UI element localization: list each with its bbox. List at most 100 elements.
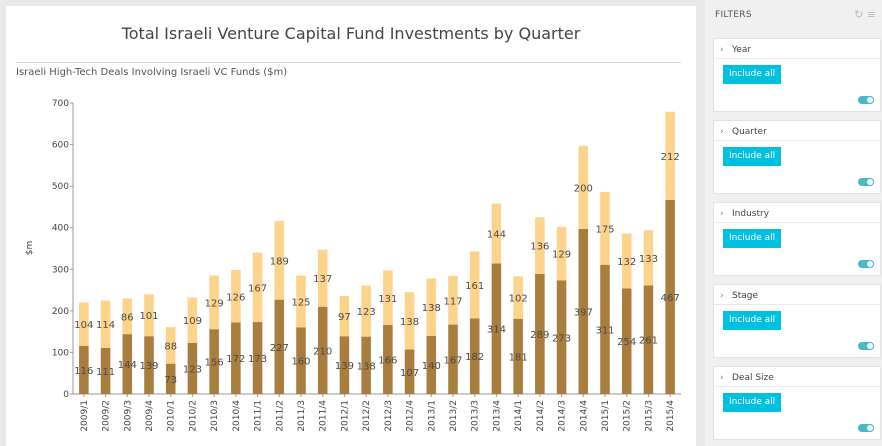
bar-segment-bottom <box>491 263 502 394</box>
bar-segment-top <box>252 252 263 323</box>
toggle-knob <box>866 96 874 104</box>
filter-deal-size-label: Deal Size <box>732 373 774 383</box>
bar-segment-top <box>404 292 415 350</box>
filter-quarter-header[interactable]: › Quarter <box>720 127 767 137</box>
filter-year-toggle[interactable] <box>858 96 874 104</box>
bar-segment-bottom <box>600 264 610 394</box>
bar-segment-bottom <box>339 336 350 394</box>
x-tick-label: 2011/2 <box>275 400 285 432</box>
bar-segment-top <box>231 270 241 323</box>
filter-year: › Year Include all <box>713 38 881 112</box>
bar-segment-top <box>621 233 632 289</box>
x-tick-label: 2012/2 <box>362 400 372 432</box>
chevron-right-icon: › <box>720 45 724 55</box>
bar-value-label-bottom: 166 <box>378 355 397 366</box>
include-all-quarter-button[interactable]: Include all <box>723 147 782 166</box>
bar-value-label-bottom: 254 <box>617 337 636 348</box>
bar-value-label-top: 126 <box>226 292 245 303</box>
include-all-stage-button[interactable]: Include all <box>723 311 782 330</box>
bar-value-label-top: 97 <box>338 312 351 323</box>
filter-deal-size-header[interactable]: › Deal Size <box>720 373 774 383</box>
bar-value-label-bottom: 172 <box>226 354 245 365</box>
filter-deal-size: › Deal Size Include all <box>713 366 881 440</box>
bar-value-label-bottom: 116 <box>74 366 93 377</box>
y-tick-label: 200 <box>52 307 69 317</box>
y-tick-label: 100 <box>52 348 69 358</box>
include-all-deal-size-button[interactable]: Include all <box>723 393 782 412</box>
bar-value-label-bottom: 107 <box>400 368 419 379</box>
bar-segment-top <box>643 230 654 286</box>
x-tick-label: 2009/2 <box>102 400 112 432</box>
bar-value-label-top: 137 <box>313 274 332 285</box>
bar-value-label-bottom: 111 <box>96 367 115 378</box>
menu-icon[interactable]: ≡ <box>866 8 876 21</box>
bar-value-label-bottom: 227 <box>270 343 289 354</box>
bar-segment-bottom <box>556 280 567 394</box>
x-tick-label: 2013/2 <box>449 400 459 432</box>
bar-segment-bottom <box>361 336 371 394</box>
bar-segment-top <box>491 203 502 264</box>
bar-value-label-bottom: 167 <box>443 355 462 366</box>
filter-divider <box>714 386 880 387</box>
bar-value-label-top: 109 <box>183 316 202 327</box>
filter-industry-header[interactable]: › Industry <box>720 209 769 219</box>
filter-divider <box>714 222 880 223</box>
bar-value-label-top: 189 <box>270 256 289 267</box>
x-tick-label: 2011/4 <box>319 400 329 432</box>
bar-segment-bottom <box>209 329 219 394</box>
x-tick-label: 2010/1 <box>167 400 177 432</box>
toggle-knob <box>866 342 874 350</box>
bar-value-label-top: 125 <box>291 298 310 309</box>
y-tick-label: 600 <box>52 141 69 151</box>
x-tick-label: 2011/3 <box>297 400 307 432</box>
bar-segment-bottom <box>317 306 328 394</box>
y-tick-label: 700 <box>52 99 69 109</box>
filter-year-header[interactable]: › Year <box>720 45 751 55</box>
bar-value-label-bottom: 73 <box>164 375 177 386</box>
include-all-year-button[interactable]: Include all <box>723 65 782 84</box>
filter-quarter-toggle[interactable] <box>858 178 874 186</box>
x-tick-label: 2010/4 <box>232 400 242 432</box>
x-tick-label: 2010/3 <box>210 400 220 432</box>
chevron-right-icon: › <box>720 127 724 137</box>
filter-quarter-label: Quarter <box>732 127 767 137</box>
bar-segment-top <box>274 221 285 300</box>
bar-value-label-top: 136 <box>530 242 549 253</box>
filter-stage-toggle[interactable] <box>858 342 874 350</box>
bar-segment-bottom <box>274 299 285 394</box>
bar-segment-top <box>361 285 371 337</box>
filter-stage-header[interactable]: › Stage <box>720 291 758 301</box>
y-tick-label: 500 <box>52 182 69 192</box>
bar-segment-top <box>469 251 480 319</box>
filter-divider <box>714 140 880 141</box>
x-tick-label: 2013/3 <box>471 400 481 432</box>
x-tick-label: 2012/1 <box>340 400 350 432</box>
bar-value-label-bottom: 467 <box>661 293 680 304</box>
bar-segment-bottom <box>665 199 675 394</box>
y-tick-label: 400 <box>52 224 69 234</box>
bar-value-label-bottom: 139 <box>335 361 354 372</box>
bar-value-label-top: 129 <box>205 298 224 309</box>
filter-stage: › Stage Include all <box>713 284 881 358</box>
chevron-right-icon: › <box>720 209 724 219</box>
bar-value-label-top: 161 <box>465 281 484 292</box>
bar-value-label-top: 88 <box>164 341 177 352</box>
bar-value-label-bottom: 139 <box>139 361 158 372</box>
bar-value-label-bottom: 273 <box>552 333 571 344</box>
x-tick-label: 2015/2 <box>623 400 633 432</box>
refresh-icon[interactable]: ↻ <box>854 8 864 21</box>
include-all-industry-button[interactable]: Include all <box>723 229 782 248</box>
bar-value-label-top: 129 <box>552 250 571 261</box>
bar-value-label-top: 212 <box>661 152 680 163</box>
x-tick-label: 2009/1 <box>80 400 90 432</box>
title-divider <box>16 62 681 63</box>
bar-segment-bottom <box>535 273 545 394</box>
x-tick-label: 2009/4 <box>145 400 155 432</box>
filters-title: FILTERS <box>715 10 752 20</box>
bar-value-label-top: 144 <box>487 230 506 241</box>
bar-segment-bottom <box>231 322 241 394</box>
filter-deal-size-toggle[interactable] <box>858 424 874 432</box>
bar-value-label-bottom: 210 <box>313 346 332 357</box>
bar-value-label-bottom: 397 <box>574 307 593 318</box>
filter-industry-toggle[interactable] <box>858 260 874 268</box>
